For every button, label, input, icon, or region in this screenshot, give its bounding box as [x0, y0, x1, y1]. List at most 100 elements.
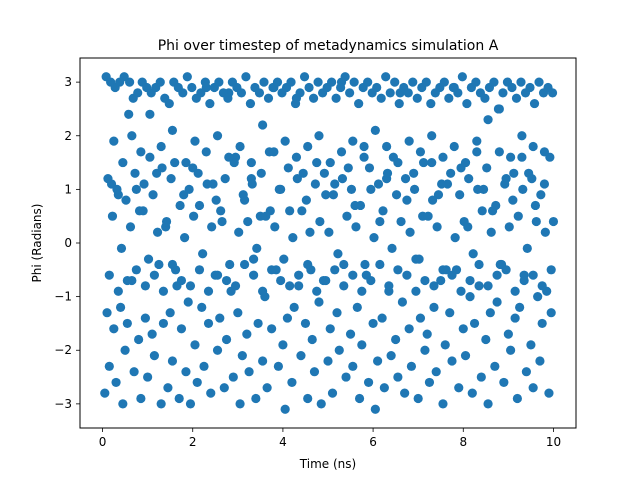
- data-point: [136, 393, 146, 404]
- data-point: [433, 190, 444, 200]
- data-point: [158, 286, 169, 296]
- data-point: [256, 168, 266, 178]
- data-point: [375, 259, 385, 270]
- data-point: [455, 190, 465, 200]
- data-point: [413, 393, 423, 404]
- data-point: [354, 393, 365, 404]
- data-point: [427, 131, 437, 141]
- data-point: [203, 318, 214, 329]
- data-point: [537, 318, 547, 329]
- data-point: [544, 388, 554, 398]
- data-point: [429, 281, 439, 291]
- data-point: [236, 88, 247, 98]
- data-point: [223, 93, 233, 103]
- data-point: [199, 361, 209, 371]
- data-point: [460, 157, 471, 168]
- data-point: [263, 93, 274, 103]
- data-point: [492, 270, 502, 280]
- data-point: [119, 72, 129, 82]
- data-point: [121, 195, 131, 205]
- data-point: [513, 211, 523, 221]
- data-point: [348, 270, 358, 280]
- data-point: [336, 147, 347, 157]
- data-point: [349, 77, 359, 87]
- data-point: [163, 383, 173, 393]
- data-point: [436, 275, 446, 286]
- data-point: [305, 227, 315, 237]
- data-point: [330, 265, 340, 275]
- y-tick-label: −1: [54, 290, 72, 304]
- data-point: [447, 356, 457, 366]
- data-point: [404, 324, 414, 334]
- data-point: [262, 383, 272, 393]
- data-point: [130, 168, 140, 178]
- data-point: [183, 297, 193, 307]
- data-point: [176, 275, 187, 286]
- data-point: [373, 179, 384, 189]
- data-point: [312, 286, 322, 296]
- data-point: [307, 334, 317, 345]
- data-point: [111, 377, 121, 388]
- data-point: [166, 174, 176, 184]
- data-point: [272, 77, 283, 87]
- data-point: [348, 136, 358, 146]
- data-point: [115, 302, 126, 312]
- data-point: [304, 82, 314, 93]
- data-point: [503, 329, 513, 339]
- data-point: [346, 184, 357, 194]
- data-point: [366, 184, 376, 194]
- data-point: [468, 249, 478, 259]
- data-point: [143, 372, 153, 382]
- data-point: [460, 351, 471, 361]
- data-point: [235, 399, 245, 409]
- data-point: [506, 152, 516, 162]
- data-point: [278, 340, 288, 350]
- data-point: [492, 297, 502, 307]
- y-tick-label: 0: [64, 236, 72, 250]
- data-point: [527, 174, 537, 184]
- data-point: [469, 318, 480, 329]
- data-point: [373, 356, 383, 366]
- data-point: [490, 361, 500, 371]
- data-point: [415, 147, 426, 157]
- data-point: [282, 313, 293, 323]
- data-point: [280, 136, 290, 146]
- data-point: [291, 152, 302, 162]
- data-point: [100, 388, 110, 398]
- data-point: [246, 157, 256, 168]
- data-point: [303, 141, 313, 152]
- data-point: [412, 93, 422, 103]
- data-point: [400, 174, 411, 184]
- data-point: [194, 200, 205, 211]
- data-point: [421, 77, 431, 87]
- data-point: [446, 168, 456, 178]
- data-point: [402, 270, 412, 280]
- data-point: [242, 329, 252, 339]
- data-point: [122, 318, 132, 329]
- x-tick-label: 6: [369, 435, 377, 449]
- y-axis-label: Phi (Radians): [30, 204, 44, 283]
- data-point: [519, 275, 529, 286]
- data-point: [207, 222, 217, 232]
- data-point: [178, 88, 188, 98]
- data-point: [420, 275, 430, 286]
- data-point: [259, 77, 269, 87]
- data-point: [300, 318, 311, 329]
- data-point: [423, 211, 433, 221]
- data-point: [149, 351, 159, 361]
- data-point: [402, 195, 412, 205]
- data-point: [155, 77, 165, 87]
- data-point: [476, 372, 486, 382]
- data-point: [125, 222, 136, 232]
- data-point: [493, 104, 504, 114]
- data-point: [299, 72, 310, 82]
- data-point: [239, 259, 250, 270]
- data-point: [464, 174, 474, 184]
- data-point: [288, 233, 298, 243]
- data-point: [219, 383, 229, 393]
- data-point: [118, 399, 128, 409]
- data-point: [315, 216, 325, 227]
- data-point: [397, 297, 407, 307]
- x-axis-ticks: 0 2 4 6 8 10: [99, 428, 561, 449]
- data-point: [324, 227, 334, 237]
